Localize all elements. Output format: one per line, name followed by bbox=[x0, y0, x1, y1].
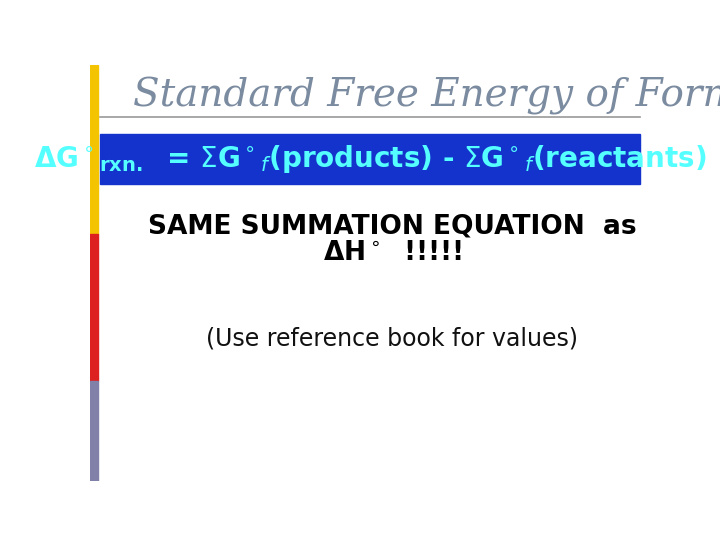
Text: SAME SUMMATION EQUATION  as: SAME SUMMATION EQUATION as bbox=[148, 213, 636, 240]
Bar bbox=[90, 381, 98, 481]
Text: Standard Free Energy of Formation: Standard Free Energy of Formation bbox=[132, 77, 720, 114]
Text: $\mathdefault{\Delta}$H$^\circ$  !!!!!: $\mathdefault{\Delta}$H$^\circ$ !!!!! bbox=[323, 240, 462, 266]
Text: $\mathdefault{\Delta}$G$^\circ$$_{\mathdefault{rxn.}}$  = $\Sigma$G$^\circ$$_f$(: $\mathdefault{\Delta}$G$^\circ$$_{\mathd… bbox=[34, 143, 706, 175]
Text: (Use reference book for values): (Use reference book for values) bbox=[206, 326, 578, 350]
Bar bbox=[100, 134, 640, 184]
Bar bbox=[90, 65, 98, 234]
Bar bbox=[90, 234, 98, 381]
